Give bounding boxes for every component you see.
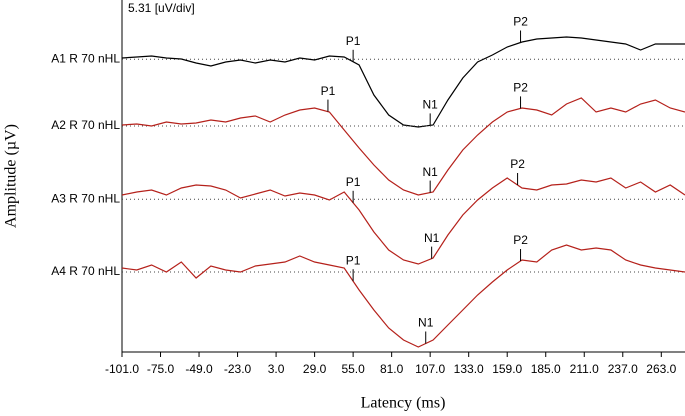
- peak-label: N1: [422, 165, 438, 179]
- peak-label: P2: [513, 233, 528, 247]
- trace: [121, 97, 685, 196]
- peak-label: N1: [418, 316, 434, 330]
- peak-label: P1: [346, 175, 361, 189]
- x-tick-label: -49.0: [185, 362, 213, 376]
- x-tick-label: 211.0: [570, 362, 599, 376]
- trace: [121, 244, 685, 348]
- series-label: A4 R 70 nHL: [51, 264, 120, 278]
- x-tick-label: 29.0: [303, 362, 327, 376]
- peak-label: P1: [346, 34, 361, 48]
- peak-label: N1: [422, 98, 438, 112]
- series-label: A2 R 70 nHL: [51, 118, 120, 132]
- peak-label: P2: [513, 81, 528, 95]
- x-tick-label: -23.0: [224, 362, 252, 376]
- x-tick-label: 133.0: [454, 362, 484, 376]
- scale-label: 5.31 [uV/div]: [128, 1, 195, 15]
- x-tick-label: -101.0: [105, 362, 139, 376]
- x-tick-label: 159.0: [492, 362, 522, 376]
- x-tick-label: 107.0: [415, 362, 445, 376]
- series-label: A1 R 70 nHL: [51, 51, 120, 65]
- y-axis-title: Amplitude (µV): [3, 124, 20, 228]
- x-tick-label: 81.0: [380, 362, 404, 376]
- trace: [121, 177, 685, 265]
- peak-label: P1: [321, 84, 336, 98]
- peak-label: P2: [510, 157, 525, 171]
- x-tick-label: 55.0: [341, 362, 365, 376]
- series-label: A3 R 70 nHL: [51, 191, 120, 205]
- x-axis-title: Latency (ms): [361, 395, 446, 412]
- x-tick-label: -75.0: [147, 362, 175, 376]
- x-tick-label: 3.0: [268, 362, 285, 376]
- x-tick-label: 185.0: [531, 362, 561, 376]
- trace: [121, 36, 685, 128]
- peak-label: P1: [346, 253, 361, 267]
- x-tick-label: 263.0: [646, 362, 676, 376]
- peak-label: N1: [424, 231, 440, 245]
- peak-label: P2: [513, 15, 528, 29]
- x-tick-label: 237.0: [608, 362, 638, 376]
